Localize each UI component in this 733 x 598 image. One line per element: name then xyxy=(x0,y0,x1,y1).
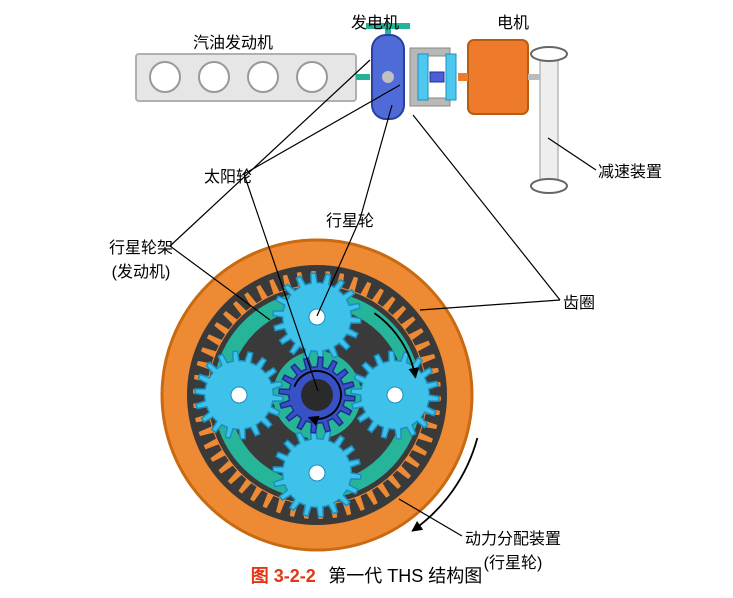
label-engine: 汽油发动机 xyxy=(193,29,273,53)
diagram-root: 汽油发动机 发电机 电机 减速装置 太阳轮 行星轮 行星轮架 (发动机) 齿圈 … xyxy=(0,0,733,598)
label-sun: 太阳轮 xyxy=(204,163,252,187)
label-reducer: 减速装置 xyxy=(598,158,662,182)
label-carrier-l1: 行星轮架 xyxy=(109,234,173,258)
label-generator: 发电机 xyxy=(351,9,399,33)
diagram-svg xyxy=(0,0,733,598)
label-ring: 齿圈 xyxy=(563,289,595,313)
label-motor: 电机 xyxy=(497,9,529,33)
figure-caption: 图 3-2-2 第一代 THS 结构图 xyxy=(0,562,733,588)
label-carrier: 行星轮架 (发动机) xyxy=(109,234,173,282)
caption-fig-number: 图 3-2-2 xyxy=(251,566,316,586)
caption-text: 第一代 THS 结构图 xyxy=(328,566,482,586)
label-carrier-l2: (发动机) xyxy=(109,258,173,282)
label-planet: 行星轮 xyxy=(326,207,374,231)
label-pds-l1: 动力分配装置 xyxy=(465,525,561,549)
